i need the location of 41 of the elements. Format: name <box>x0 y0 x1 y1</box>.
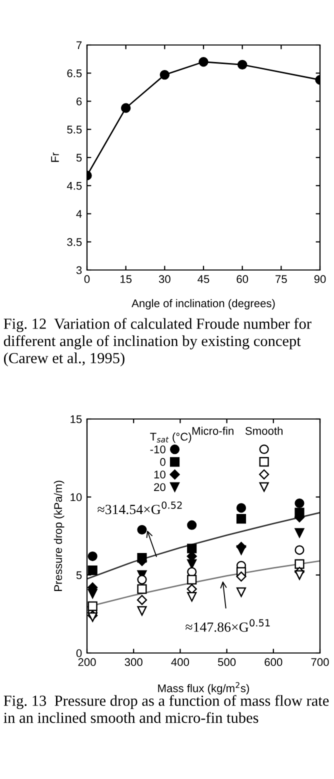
y-tick-label: 6 <box>76 98 82 106</box>
x-tick-label: 45 <box>198 275 210 284</box>
annotation: Smooth <box>245 426 283 435</box>
x-axis-title: Angle of inclination (degrees) <box>132 299 275 310</box>
x-tick-label: 400 <box>171 658 190 666</box>
y-tick-label: 4 <box>76 210 82 218</box>
y-axis-title: Pressure drop (kPa/m) <box>54 480 64 591</box>
x-tick-label: 75 <box>276 275 287 284</box>
y-tick-label: 5 <box>76 571 82 580</box>
legend-label: 10 <box>154 470 166 478</box>
x-tick-label: 200 <box>78 658 96 666</box>
x-tick-label: 700 <box>311 658 329 666</box>
x-tick-label: 60 <box>236 275 248 284</box>
x-tick-label: 600 <box>264 658 282 666</box>
y-tick-label: 6.5 <box>67 69 82 78</box>
x-tick-label: 500 <box>218 658 236 666</box>
y-tick-label: 5 <box>76 154 82 162</box>
x-tick-label: 15 <box>120 275 132 284</box>
x-tick-label: 300 <box>124 658 142 666</box>
x-tick-label: 30 <box>158 275 170 284</box>
caption: Fig. 12 Variation of calculated Froude number for different angle of inclination by existing concept (Carew et al., 1995) <box>4 318 312 366</box>
x-tick-label: 0 <box>84 275 90 284</box>
x-tick-label: 90 <box>314 275 326 284</box>
annotation: Micro-fin <box>192 426 234 435</box>
x-axis-title: Mass flux (kg/m$^{2}$s) <box>158 682 249 694</box>
y-tick-label: 10 <box>70 493 82 502</box>
y-tick-label: 3.5 <box>67 238 82 246</box>
annotation: ≈147.86×G$^{0.51}$ <box>186 619 270 632</box>
y-tick-label: 5.5 <box>67 126 82 134</box>
y-tick-label: 3 <box>76 266 82 274</box>
y-tick-label: 15 <box>70 415 82 424</box>
legend-label: -10 <box>150 445 166 454</box>
legend-label: 0 <box>160 458 166 466</box>
y-tick-label: 7 <box>76 41 82 50</box>
y-axis-title: Fr <box>51 152 59 162</box>
annotation: ≈314.54×G$^{0.52}$ <box>98 501 182 514</box>
legend-label: 20 <box>154 483 166 492</box>
y-tick-label: 0 <box>76 649 82 658</box>
caption: Fig. 13 Pressure drop as a function of mass flow rate in an inclined smooth and micro-fin tubes <box>4 695 329 723</box>
y-tick-label: 4.5 <box>66 182 82 190</box>
legend-title: T$_{sat}$ (°C) <box>150 432 192 443</box>
